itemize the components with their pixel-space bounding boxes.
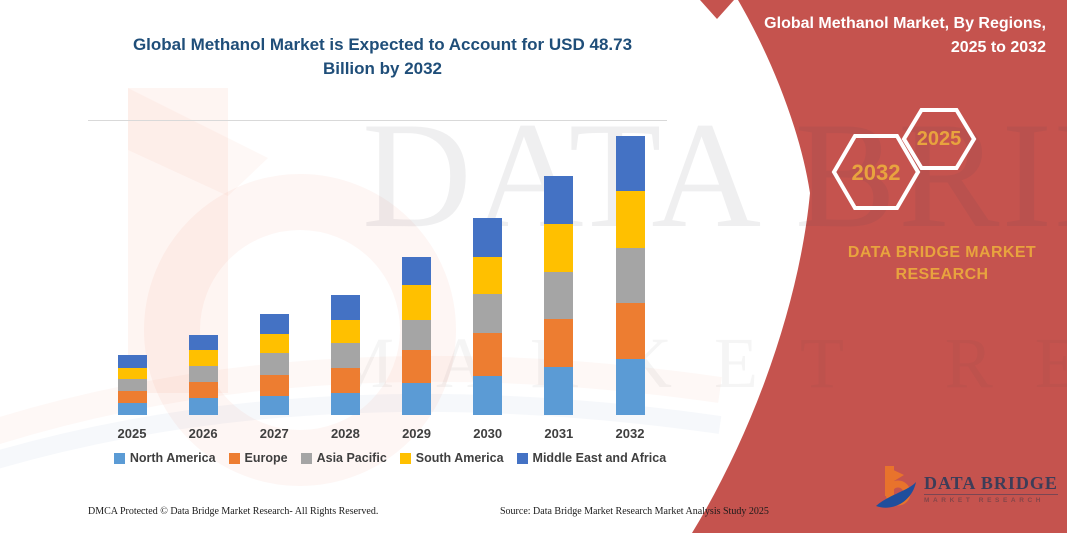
legend-swatch-middle-east-and-africa — [516, 452, 528, 464]
legend-swatch-south-america — [399, 452, 411, 464]
legend-item-south-america: South America — [399, 451, 504, 465]
bar-segment-2027-europe — [259, 374, 289, 397]
bar-segment-2030-europe — [473, 333, 503, 377]
legend-item-middle-east-and-africa: Middle East and Africa — [516, 451, 667, 465]
bar-segment-2026-south-america — [188, 349, 218, 366]
bar-segment-2027-south-america — [259, 334, 289, 354]
bar-segment-2025-south-america — [117, 368, 147, 379]
hexagon-2025 — [901, 108, 977, 170]
hexagon-2032 — [831, 134, 921, 210]
bar-chart: 2025 2026 2027 2028 2029 2030 2031 2032 — [88, 120, 668, 441]
bar-segment-2028-north-america — [330, 393, 360, 415]
hexagon-2025-label: 2025 — [916, 128, 962, 150]
legend-swatch-north-america — [113, 452, 125, 464]
x-axis-label-2025: 2025 — [117, 426, 147, 441]
bar-segment-2027-middle-east-and-africa — [259, 314, 289, 335]
x-axis-label-2026: 2026 — [188, 426, 218, 441]
hexagon-badges — [831, 108, 977, 210]
legend-label-south-america: South America — [415, 451, 504, 465]
panel-title: Global Methanol Market, By Regions, 2025… — [764, 12, 1046, 60]
footer-dmca-text: DMCA Protected © Data Bridge Market Rese… — [88, 506, 379, 517]
legend: North America Europe Asia Pacific South Ame… — [80, 451, 700, 465]
legend-swatch-europe — [228, 452, 240, 464]
legend-item-europe: Europe — [228, 451, 288, 465]
x-axis-line — [88, 120, 667, 121]
bar-segment-2028-middle-east-and-africa — [330, 294, 360, 320]
company-logo: DATA BRIDGE MARKET RESEARCH — [872, 462, 1058, 514]
bar-segment-2027-asia-pacific — [259, 353, 289, 375]
bar-segment-2028-asia-pacific — [330, 342, 360, 369]
bar-segment-2028-europe — [330, 368, 360, 394]
bar-segment-2029-europe — [402, 349, 432, 383]
bar-segment-2029-south-america — [402, 285, 432, 320]
legend-label-north-america: North America — [129, 451, 216, 465]
bar-segment-2032-asia-pacific — [615, 248, 645, 303]
legend-label-europe: Europe — [244, 451, 288, 465]
logo-subtitle: MARKET RESEARCH — [924, 496, 1045, 504]
panel-brand-line2: RESEARCH — [895, 266, 989, 283]
bar-segment-2026-middle-east-and-africa — [188, 334, 218, 350]
panel-brand-text: DATA BRIDGE MARKET RESEARCH — [822, 242, 1062, 286]
chart-title-line1: Global Methanol Market is Expected to Ac… — [132, 35, 633, 54]
panel-title-line2: 2025 to 2032 — [950, 39, 1046, 56]
x-axis-label-2028: 2028 — [330, 426, 360, 441]
bar-segment-2031-north-america — [544, 367, 574, 415]
bar-segment-2029-north-america — [402, 383, 432, 415]
hexagon-2032-label: 2032 — [851, 160, 901, 185]
bar-segment-2026-asia-pacific — [188, 365, 218, 382]
x-axis-label-2029: 2029 — [402, 426, 431, 441]
panel-shape — [692, 0, 1067, 533]
bar-segment-2026-europe — [188, 381, 218, 398]
bar-segment-2025-north-america — [117, 403, 147, 415]
bar-segment-2031-south-america — [544, 224, 574, 272]
bar-segment-2030-south-america — [473, 256, 503, 295]
data-bridge-b-icon — [876, 466, 916, 508]
bar-segment-2030-middle-east-and-africa — [473, 217, 503, 257]
footer-source-text: Source: Data Bridge Market Research Mark… — [500, 506, 769, 517]
bar-segment-2029-middle-east-and-africa — [402, 257, 432, 286]
legend-label-asia-pacific: Asia Pacific — [316, 451, 387, 465]
bar-segment-2032-north-america — [615, 358, 645, 415]
panel-title-line1: Global Methanol Market, By Regions, — [764, 15, 1046, 32]
bar-segment-2030-asia-pacific — [473, 294, 503, 334]
x-axis-label-2031: 2031 — [544, 426, 574, 441]
bar-segment-2031-asia-pacific — [544, 272, 574, 319]
chart-title: Global Methanol Market is Expected to Ac… — [95, 33, 670, 81]
x-axis-label-2027: 2027 — [259, 426, 289, 441]
panel-corner-triangle — [700, 0, 734, 19]
chart-title-line2: Billion by 2032 — [322, 59, 443, 78]
bar-segment-2028-south-america — [330, 320, 360, 343]
bar-segment-2025-asia-pacific — [117, 379, 147, 391]
bar-segment-2031-middle-east-and-africa — [544, 176, 574, 224]
legend-item-north-america: North America — [113, 451, 216, 465]
bar-segment-2029-asia-pacific — [402, 320, 432, 350]
logo-text: DATA BRIDGE MARKET RESEARCH — [924, 473, 1058, 504]
bar-segment-2025-middle-east-and-africa — [117, 354, 147, 369]
x-axis-label-2032: 2032 — [615, 426, 645, 441]
bar-segment-2026-north-america — [188, 397, 218, 415]
bar-segment-2032-europe — [615, 302, 645, 359]
legend-swatch-asia-pacific — [300, 452, 312, 464]
x-axis-label-2030: 2030 — [473, 426, 503, 441]
bar-segment-2031-europe — [544, 319, 574, 367]
bar-segment-2032-middle-east-and-africa — [615, 135, 645, 191]
bar-segment-2027-north-america — [259, 396, 289, 415]
legend-label-middle-east-and-africa: Middle East and Africa — [532, 451, 667, 465]
logo-title: DATA BRIDGE — [924, 472, 1058, 495]
bar-segment-2032-south-america — [615, 190, 645, 248]
legend-item-asia-pacific: Asia Pacific — [300, 451, 387, 465]
panel-brand-line1: DATA BRIDGE MARKET — [847, 244, 1037, 261]
bar-segment-2025-europe — [117, 391, 147, 403]
bar-segment-2030-north-america — [473, 376, 503, 415]
